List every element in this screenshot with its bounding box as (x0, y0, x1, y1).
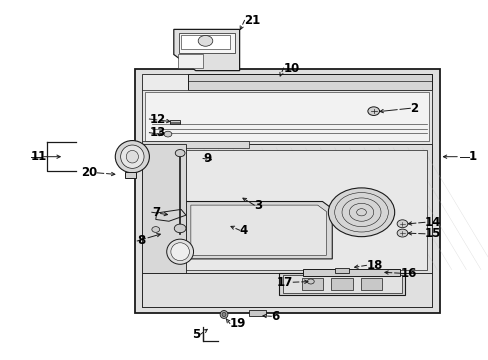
Polygon shape (360, 278, 381, 291)
Text: 17: 17 (276, 276, 293, 289)
Polygon shape (330, 278, 352, 291)
Circle shape (328, 188, 394, 237)
Text: 11: 11 (31, 150, 47, 163)
Circle shape (175, 149, 184, 157)
Text: 9: 9 (203, 152, 211, 165)
Circle shape (367, 107, 379, 116)
Text: 7: 7 (152, 206, 160, 219)
Circle shape (307, 279, 314, 284)
Circle shape (152, 226, 159, 232)
Circle shape (198, 36, 212, 46)
Text: 19: 19 (229, 317, 246, 330)
Text: 16: 16 (400, 267, 416, 280)
Polygon shape (177, 54, 203, 68)
Ellipse shape (121, 145, 144, 168)
Polygon shape (142, 140, 249, 148)
Text: 3: 3 (254, 199, 262, 212)
Polygon shape (142, 273, 431, 307)
Text: 20: 20 (81, 166, 97, 179)
Text: 18: 18 (366, 259, 382, 272)
Polygon shape (170, 120, 180, 125)
Text: 5: 5 (192, 328, 200, 341)
Text: 14: 14 (424, 216, 440, 229)
Ellipse shape (115, 140, 149, 173)
Polygon shape (302, 278, 323, 291)
Polygon shape (178, 33, 234, 53)
Polygon shape (334, 267, 348, 273)
Polygon shape (125, 172, 136, 178)
Text: 15: 15 (424, 227, 440, 240)
Ellipse shape (126, 150, 138, 163)
Text: 1: 1 (468, 150, 476, 163)
Circle shape (174, 224, 185, 233)
Ellipse shape (166, 239, 193, 264)
Polygon shape (282, 275, 401, 293)
Polygon shape (188, 74, 431, 90)
Text: 4: 4 (239, 224, 247, 237)
Circle shape (396, 220, 407, 228)
Polygon shape (149, 149, 427, 270)
Text: 13: 13 (149, 126, 165, 139)
Text: 10: 10 (283, 62, 299, 75)
Polygon shape (190, 205, 326, 255)
Polygon shape (249, 310, 266, 316)
Polygon shape (181, 35, 229, 49)
Text: 8: 8 (137, 234, 145, 247)
Circle shape (163, 131, 171, 137)
Polygon shape (142, 74, 431, 307)
Polygon shape (173, 30, 239, 71)
Polygon shape (135, 69, 439, 313)
Polygon shape (156, 210, 185, 221)
Polygon shape (142, 144, 431, 273)
Circle shape (396, 229, 407, 237)
Text: 12: 12 (149, 113, 165, 126)
Text: 2: 2 (409, 102, 418, 115)
Polygon shape (303, 269, 399, 276)
Polygon shape (142, 90, 431, 144)
Text: 21: 21 (244, 14, 260, 27)
Polygon shape (144, 92, 428, 141)
Polygon shape (142, 144, 185, 273)
Polygon shape (278, 273, 405, 295)
Polygon shape (185, 202, 331, 259)
Text: 6: 6 (271, 310, 279, 323)
Ellipse shape (222, 312, 225, 317)
Ellipse shape (220, 311, 227, 319)
Ellipse shape (170, 243, 189, 261)
